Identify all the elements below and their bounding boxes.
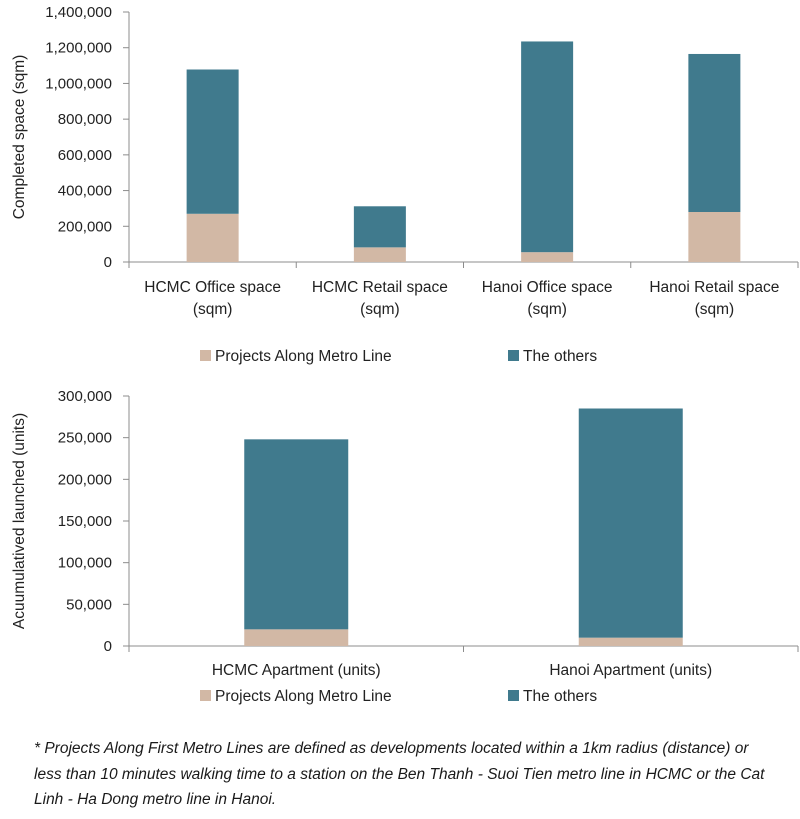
bar-metro-line [244, 629, 349, 646]
footnote: * Projects Along First Metro Lines are d… [34, 740, 765, 808]
bar-metro-line [353, 247, 406, 262]
x-category-label: (sqm) [527, 301, 567, 318]
x-category-label: HCMC Apartment (units) [212, 662, 381, 679]
bar-metro-line [688, 212, 741, 262]
bar-metro-line [521, 252, 574, 262]
legend-label-others: The others [523, 348, 597, 365]
legend-swatch-metro-line [200, 350, 211, 361]
bar-metro-line [578, 637, 683, 646]
y-tick-label: 250,000 [58, 430, 112, 447]
bar-others [688, 53, 741, 212]
legend-label-metro-line: Projects Along Metro Line [215, 348, 392, 365]
legend-swatch-others [508, 350, 519, 361]
y-tick-label: 600,000 [58, 147, 112, 164]
y-axis-title: Acuumulatived launched (units) [11, 413, 28, 629]
bar-others [578, 408, 683, 638]
y-tick-label: 400,000 [58, 183, 112, 200]
y-tick-label: 1,000,000 [45, 75, 112, 92]
bar-others [521, 41, 574, 253]
y-axis-title: Completed space (sqm) [11, 55, 28, 220]
y-tick-label: 800,000 [58, 111, 112, 128]
y-tick-label: 1,400,000 [45, 4, 112, 21]
bar-metro-line [186, 213, 239, 262]
y-tick-label: 150,000 [58, 513, 112, 530]
y-tick-label: 50,000 [66, 596, 112, 613]
y-tick-label: 0 [104, 254, 112, 271]
x-category-label: (sqm) [360, 301, 400, 318]
x-category-label: (sqm) [695, 301, 735, 318]
legend-label-others: The others [523, 688, 597, 705]
y-tick-label: 200,000 [58, 218, 112, 235]
x-category-label: (sqm) [193, 301, 233, 318]
charts-canvas: 0 200,000 400,000 600,000 800,000 1,000,000 1,… [11, 4, 799, 705]
legend-swatch-metro-line [200, 690, 211, 701]
x-category-label: Hanoi Office space [482, 279, 613, 296]
y-tick-label: 0 [104, 638, 112, 655]
y-tick-label: 300,000 [58, 388, 112, 405]
bar-others [353, 206, 406, 248]
x-category-label: HCMC Office space [144, 279, 281, 296]
bar-others [244, 439, 349, 630]
x-category-label: HCMC Retail space [312, 279, 448, 296]
y-tick-label: 1,200,000 [45, 40, 112, 57]
legend-swatch-others [508, 690, 519, 701]
x-category-label: Hanoi Retail space [649, 279, 779, 296]
x-category-label: Hanoi Apartment (units) [549, 662, 712, 679]
legend-label-metro-line: Projects Along Metro Line [215, 688, 392, 705]
y-tick-label: 100,000 [58, 555, 112, 572]
bar-others [186, 69, 239, 214]
y-tick-label: 200,000 [58, 471, 112, 488]
